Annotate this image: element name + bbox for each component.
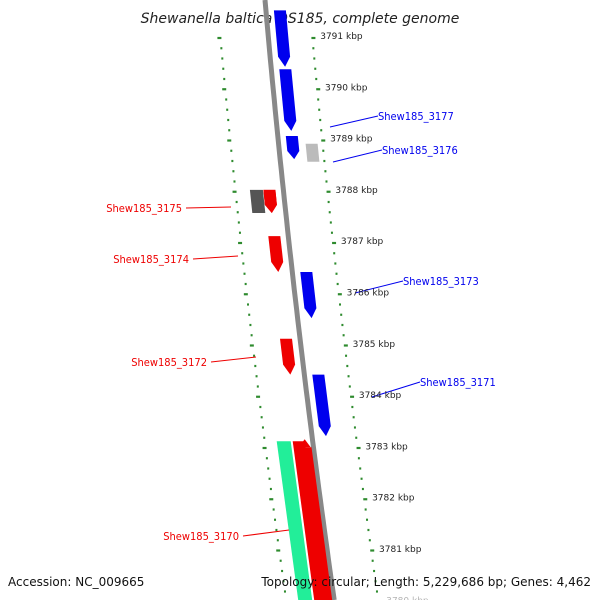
callout-line <box>329 115 379 128</box>
callout-line <box>210 356 257 363</box>
gene-shew185_3170-head <box>298 439 311 448</box>
gene-label[interactable]: Shew185_3171 <box>420 376 496 389</box>
kbp-label: 3780 kbp <box>386 596 429 600</box>
gene-label[interactable]: Shew185_3172 <box>131 356 207 369</box>
gene-shew185_3170-cds[interactable] <box>299 447 333 600</box>
map-title: Shewanella baltica OS185, complete genom… <box>141 11 460 27</box>
kbp-label: 3784 kbp <box>359 391 402 401</box>
ruler-outer-ticks <box>311 36 378 593</box>
gene-label[interactable]: Shew185_3173 <box>403 275 479 288</box>
feature-pseudo_light[interactable] <box>305 143 320 162</box>
kbp-label: 3789 kbp <box>330 135 373 145</box>
gene-label[interactable]: Shew185_3177 <box>378 110 454 123</box>
genome-backbone <box>262 0 337 600</box>
kbp-label: 3787 kbp <box>341 237 384 247</box>
kbp-label: 3785 kbp <box>353 340 396 350</box>
gene-shew185_3175-arrow[interactable] <box>263 189 277 213</box>
genome-summary: Topology: circular; Length: 5,229,686 bp… <box>260 575 591 589</box>
callout-line <box>371 381 421 398</box>
ruler-inner-ticks <box>217 36 286 593</box>
kbp-label: 3783 kbp <box>365 442 408 452</box>
callout-line <box>192 255 239 260</box>
gene-shew185_3171[interactable] <box>312 374 331 437</box>
gene-label[interactable]: Shew185_3174 <box>113 253 189 266</box>
feature-track <box>249 10 333 600</box>
feature-rna[interactable] <box>276 441 313 600</box>
gene-shew185_3176[interactable] <box>285 136 300 160</box>
kbp-label: 3791 kbp <box>320 32 363 42</box>
kbp-labels: 3791 kbp 3790 kbp 3789 kbp 3788 kbp 3787 kbp… <box>320 32 429 600</box>
gene-callouts: Shew185_3177 Shew185_3176 Shew185_3175 Shew… <box>106 110 496 543</box>
kbp-label: 3781 kbp <box>379 545 422 555</box>
gene-shew185_3174[interactable] <box>268 236 284 272</box>
callout-line <box>185 206 232 209</box>
kbp-label: 3782 kbp <box>372 494 415 504</box>
callout-line <box>242 529 290 537</box>
gene-shew185_3177[interactable] <box>279 69 297 131</box>
kbp-label: 3788 kbp <box>335 186 378 196</box>
accession-label: Accession: NC_009665 <box>8 575 144 589</box>
gene-label[interactable]: Shew185_3176 <box>382 144 458 157</box>
callout-line <box>354 280 404 294</box>
feature-cds[interactable] <box>273 10 291 67</box>
callout-line <box>332 149 383 163</box>
gene-shew185_3172[interactable] <box>280 338 296 375</box>
gene-shew185_3173[interactable] <box>300 272 317 319</box>
feature-pseudo_dark[interactable] <box>249 189 266 213</box>
gene-label[interactable]: Shew185_3170 <box>163 530 239 543</box>
gene-label[interactable]: Shew185_3175 <box>106 202 182 215</box>
kbp-label: 3786 kbp <box>347 289 390 299</box>
kbp-label: 3790 kbp <box>325 83 368 93</box>
